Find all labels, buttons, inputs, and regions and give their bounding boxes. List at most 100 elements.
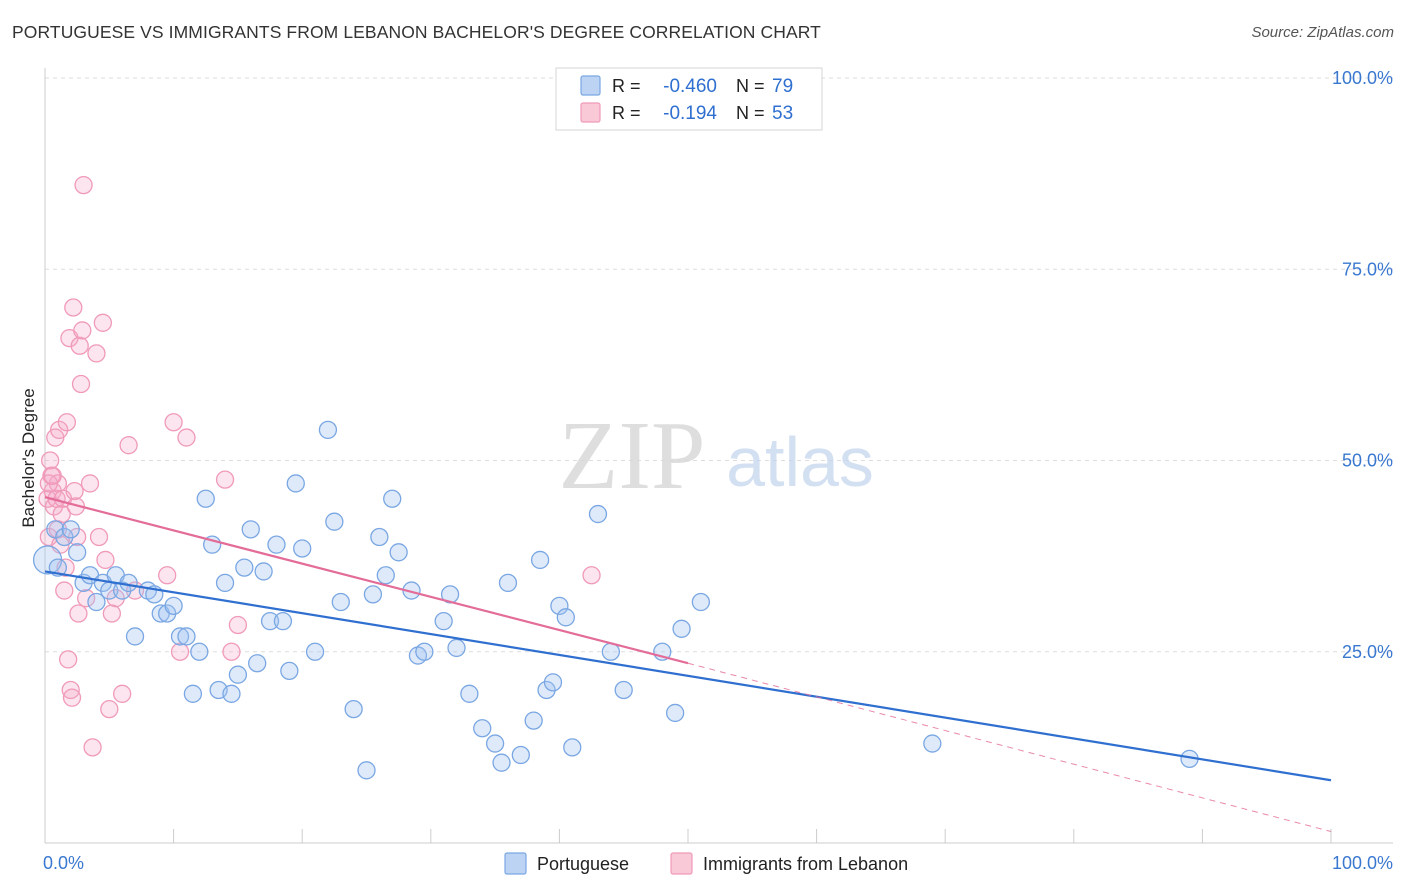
point-portuguese[interactable] [325, 512, 344, 531]
point-portuguese[interactable] [235, 558, 254, 577]
point-portuguese[interactable] [485, 734, 505, 753]
point-portuguese[interactable] [691, 592, 711, 612]
point-portuguese[interactable] [923, 734, 942, 753]
point-portuguese[interactable] [415, 642, 434, 661]
point-lebanon[interactable] [65, 481, 84, 501]
point-portuguese[interactable] [357, 761, 376, 780]
point-lebanon[interactable] [96, 550, 115, 570]
stats-r-value-portuguese: -0.460 [663, 76, 717, 97]
point-portuguese[interactable] [460, 684, 479, 703]
point-lebanon[interactable] [582, 566, 601, 585]
legend-label-lebanon: Immigrants from Lebanon [703, 854, 908, 874]
point-portuguese[interactable] [556, 608, 575, 627]
point-lebanon[interactable] [73, 321, 92, 340]
point-lebanon[interactable] [40, 451, 60, 470]
point-lebanon[interactable] [100, 699, 119, 719]
point-portuguese[interactable] [588, 504, 608, 524]
point-portuguese[interactable] [614, 680, 633, 700]
point-lebanon[interactable] [119, 436, 138, 455]
point-portuguese[interactable] [305, 642, 325, 661]
point-portuguese[interactable] [492, 753, 511, 772]
legend-swatch-lebanon [670, 852, 693, 875]
point-lebanon[interactable] [93, 313, 113, 332]
point-lebanon[interactable] [71, 374, 91, 394]
point-lebanon[interactable] [80, 474, 100, 493]
point-portuguese[interactable] [170, 627, 190, 646]
point-portuguese[interactable] [222, 684, 241, 703]
point-lebanon[interactable] [69, 604, 88, 623]
point-portuguese[interactable] [280, 661, 299, 681]
point-portuguese[interactable] [473, 719, 492, 738]
point-portuguese[interactable] [267, 535, 286, 554]
point-portuguese[interactable] [196, 489, 215, 508]
point-lebanon[interactable] [61, 680, 80, 700]
point-lebanon[interactable] [64, 298, 83, 317]
point-lebanon[interactable] [70, 336, 89, 355]
point-portuguese[interactable] [228, 665, 248, 684]
point-portuguese[interactable] [524, 711, 543, 730]
point-portuguese[interactable] [260, 612, 280, 631]
point-lebanon[interactable] [74, 175, 93, 195]
point-portuguese[interactable] [434, 612, 453, 631]
point-lebanon[interactable] [43, 466, 62, 485]
point-lebanon[interactable] [102, 604, 122, 623]
trend-lines [44, 496, 1332, 833]
point-portuguese[interactable] [511, 745, 530, 765]
point-portuguese[interactable] [563, 738, 582, 757]
point-portuguese[interactable] [119, 573, 138, 593]
point-lebanon[interactable] [89, 527, 109, 547]
point-portuguese[interactable] [363, 585, 383, 604]
point-portuguese[interactable] [672, 619, 691, 638]
point-lebanon[interactable] [87, 344, 106, 363]
point-portuguese[interactable] [286, 474, 305, 493]
point-portuguese[interactable] [383, 489, 402, 508]
point-portuguese[interactable] [248, 654, 267, 673]
point-lebanon[interactable] [57, 413, 77, 432]
point-portuguese[interactable] [376, 566, 395, 585]
point-lebanon[interactable] [228, 615, 248, 635]
point-portuguese[interactable] [344, 699, 363, 719]
point-lebanon[interactable] [170, 642, 190, 661]
point-portuguese[interactable] [543, 673, 563, 692]
point-portuguese[interactable] [254, 562, 273, 581]
point-portuguese[interactable] [215, 573, 235, 593]
point-portuguese[interactable] [389, 543, 408, 562]
chart-source: Source: ZipAtlas.com [1251, 24, 1394, 41]
point-lebanon[interactable] [177, 428, 196, 447]
point-lebanon[interactable] [58, 650, 78, 669]
point-lebanon[interactable] [55, 581, 74, 600]
point-lebanon[interactable] [164, 413, 183, 432]
point-portuguese[interactable] [68, 543, 87, 562]
point-lebanon[interactable] [222, 642, 241, 661]
point-lebanon[interactable] [215, 470, 235, 489]
point-portuguese[interactable] [190, 642, 209, 661]
point-portuguese[interactable] [125, 627, 145, 646]
legend-label-portuguese: Portuguese [537, 854, 629, 874]
point-portuguese[interactable] [530, 550, 550, 570]
point-lebanon[interactable] [158, 566, 177, 585]
point-lebanon[interactable] [49, 420, 69, 440]
x-tick-labels: 0.0% 100.0% [43, 853, 1393, 873]
point-lebanon[interactable] [77, 589, 96, 608]
point-portuguese[interactable] [293, 539, 312, 558]
point-portuguese[interactable] [447, 638, 466, 658]
point-portuguese[interactable] [61, 520, 80, 539]
point-lebanon[interactable] [83, 738, 102, 757]
trend-line-lebanon-extrapolated [687, 662, 1332, 833]
point-portuguese[interactable] [498, 573, 518, 593]
point-portuguese[interactable] [177, 627, 196, 646]
y-tick-label: 25.0% [1342, 642, 1393, 662]
point-portuguese[interactable] [164, 596, 183, 615]
point-portuguese[interactable] [87, 592, 106, 612]
point-portuguese[interactable] [370, 527, 389, 547]
point-portuguese[interactable] [241, 520, 260, 539]
point-portuguese[interactable] [665, 703, 685, 723]
point-lebanon[interactable] [62, 688, 82, 707]
point-portuguese[interactable] [331, 592, 350, 612]
point-lebanon[interactable] [52, 504, 71, 524]
point-lebanon[interactable] [113, 684, 132, 703]
point-portuguese[interactable] [318, 420, 338, 440]
point-portuguese[interactable] [273, 612, 293, 631]
point-portuguese[interactable] [183, 684, 203, 703]
point-portuguese[interactable] [550, 596, 569, 615]
